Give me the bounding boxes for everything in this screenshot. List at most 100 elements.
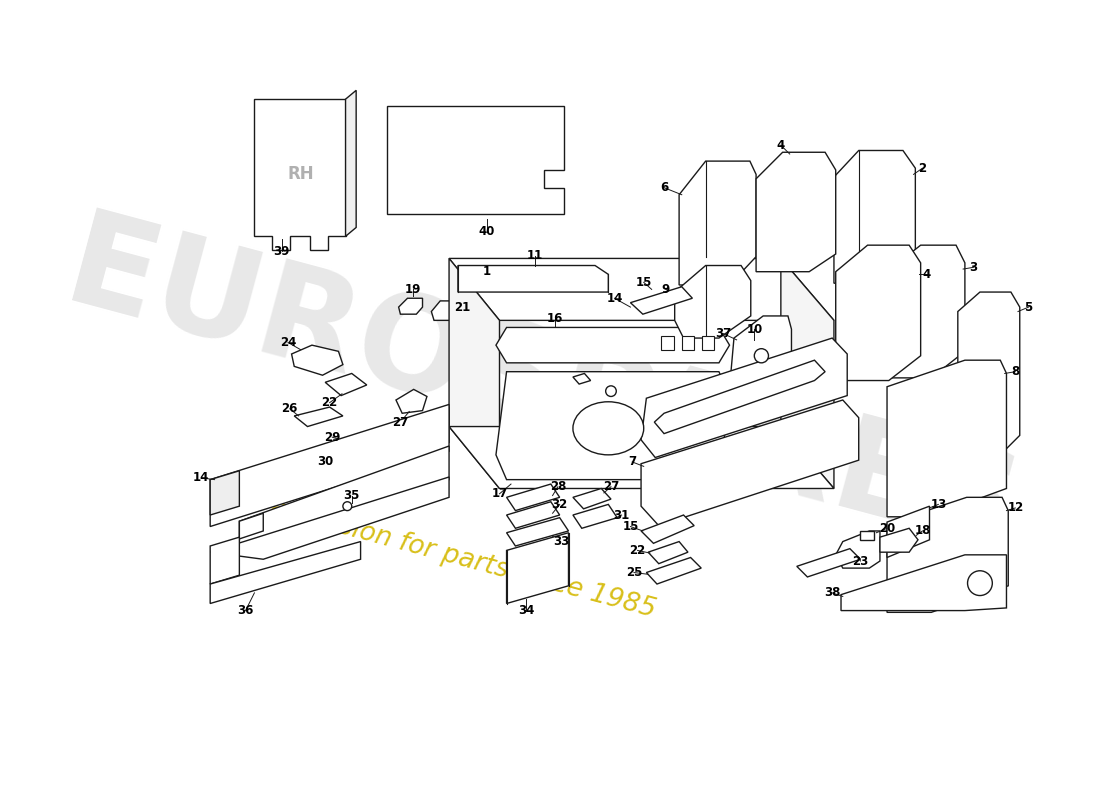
Polygon shape: [641, 400, 859, 526]
Text: 32: 32: [551, 498, 568, 511]
Text: 13: 13: [931, 498, 946, 511]
Text: 3: 3: [970, 261, 978, 274]
Polygon shape: [836, 245, 921, 381]
Polygon shape: [836, 531, 880, 568]
Polygon shape: [958, 292, 1020, 458]
Text: 15: 15: [623, 520, 639, 533]
Text: 6: 6: [660, 181, 668, 194]
Text: EUROSPARES: EUROSPARES: [53, 203, 1032, 579]
Polygon shape: [343, 407, 449, 458]
Polygon shape: [326, 374, 366, 395]
Polygon shape: [431, 301, 458, 320]
Polygon shape: [470, 278, 484, 292]
Text: 27: 27: [393, 416, 408, 429]
Polygon shape: [730, 316, 792, 391]
Text: 22: 22: [321, 396, 338, 409]
Polygon shape: [210, 405, 449, 526]
Polygon shape: [781, 258, 834, 489]
Polygon shape: [507, 533, 569, 603]
Polygon shape: [507, 502, 560, 528]
Polygon shape: [887, 498, 1009, 612]
Text: 20: 20: [879, 522, 895, 534]
Polygon shape: [887, 245, 965, 378]
Polygon shape: [573, 374, 591, 384]
Circle shape: [343, 502, 352, 510]
Text: RH: RH: [287, 166, 314, 183]
Ellipse shape: [573, 402, 644, 455]
Polygon shape: [507, 484, 560, 510]
Polygon shape: [458, 266, 608, 292]
Polygon shape: [630, 286, 692, 314]
Text: 19: 19: [405, 283, 421, 296]
Bar: [702, 336, 715, 350]
Text: 1: 1: [483, 266, 492, 278]
Polygon shape: [240, 446, 449, 555]
Text: 17: 17: [492, 487, 507, 500]
Polygon shape: [210, 470, 240, 515]
Bar: [661, 336, 674, 350]
Text: 12: 12: [1008, 502, 1023, 514]
Text: 36: 36: [238, 604, 254, 617]
Polygon shape: [887, 506, 929, 558]
Text: 33: 33: [553, 535, 570, 548]
Polygon shape: [860, 531, 873, 540]
Circle shape: [755, 349, 769, 363]
Text: 22: 22: [629, 544, 646, 557]
Polygon shape: [210, 542, 361, 603]
Text: 24: 24: [279, 336, 296, 349]
Polygon shape: [647, 558, 701, 584]
Polygon shape: [210, 537, 240, 584]
Text: 8: 8: [1011, 365, 1020, 378]
Text: 21: 21: [454, 301, 471, 314]
Text: 16: 16: [547, 312, 563, 325]
Text: 28: 28: [550, 480, 566, 494]
Polygon shape: [507, 518, 569, 546]
Polygon shape: [294, 407, 343, 426]
Polygon shape: [240, 514, 263, 539]
Circle shape: [968, 570, 992, 595]
Text: 39: 39: [274, 245, 290, 258]
Text: 29: 29: [324, 430, 341, 444]
Text: 25: 25: [626, 566, 642, 579]
Polygon shape: [387, 106, 564, 214]
Text: 23: 23: [852, 554, 869, 567]
Polygon shape: [641, 338, 847, 458]
Polygon shape: [648, 542, 688, 564]
Polygon shape: [449, 258, 834, 320]
Text: 27: 27: [603, 480, 619, 494]
Polygon shape: [641, 515, 694, 543]
Text: 4: 4: [777, 138, 785, 152]
Polygon shape: [210, 477, 449, 559]
Polygon shape: [679, 161, 756, 285]
Polygon shape: [381, 428, 403, 447]
Polygon shape: [449, 258, 499, 489]
Polygon shape: [796, 549, 860, 577]
Polygon shape: [449, 426, 834, 489]
Text: 5: 5: [1024, 301, 1033, 314]
Text: 35: 35: [343, 489, 360, 502]
Polygon shape: [654, 360, 825, 434]
Polygon shape: [573, 489, 610, 509]
Text: 40: 40: [478, 226, 495, 238]
Polygon shape: [842, 555, 1006, 610]
Polygon shape: [398, 298, 422, 314]
Text: 14: 14: [194, 471, 209, 484]
Text: 34: 34: [518, 604, 535, 617]
Polygon shape: [345, 90, 356, 236]
Polygon shape: [887, 360, 1006, 517]
Text: 38: 38: [824, 586, 840, 599]
Text: 2: 2: [918, 162, 926, 174]
Text: 14: 14: [606, 292, 623, 305]
Polygon shape: [496, 327, 729, 363]
Text: 9: 9: [662, 283, 670, 296]
Polygon shape: [834, 150, 915, 283]
Text: 7: 7: [628, 455, 636, 469]
Polygon shape: [292, 345, 343, 375]
Polygon shape: [496, 372, 729, 480]
Polygon shape: [337, 428, 449, 478]
Polygon shape: [573, 505, 617, 528]
Text: 15: 15: [636, 276, 652, 289]
Polygon shape: [396, 390, 427, 414]
Bar: [682, 336, 694, 350]
Text: 11: 11: [527, 250, 543, 262]
